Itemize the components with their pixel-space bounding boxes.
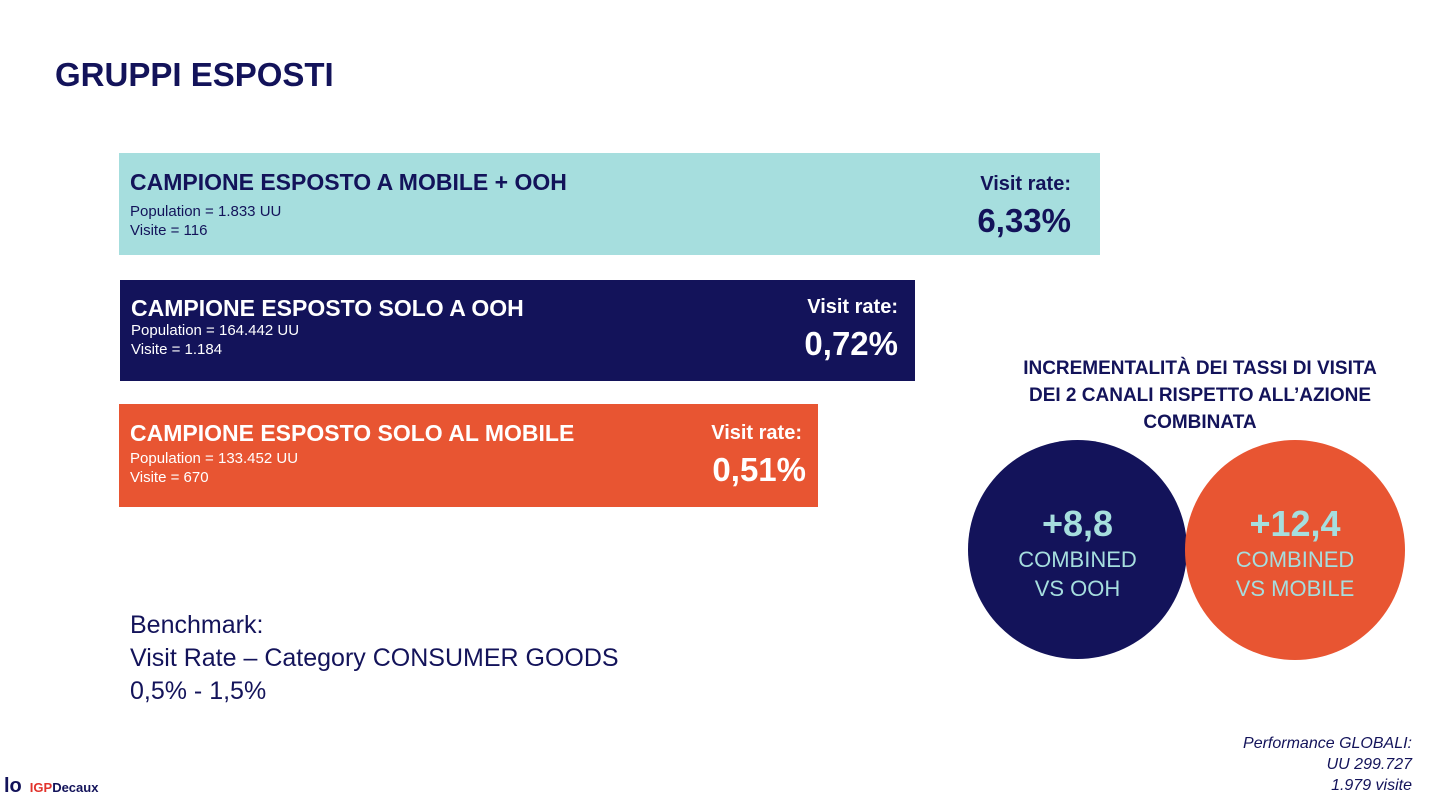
visit-rate-value: 6,33% xyxy=(977,202,1071,239)
page-title: GRUPPI ESPOSTI xyxy=(55,56,334,93)
incrementality-title-line: INCREMENTALITÀ DEI TASSI DI VISITA xyxy=(1023,358,1377,379)
incrementality-label-line: VS OOH xyxy=(1034,576,1121,601)
group-visits: Visite = 1.184 xyxy=(131,341,223,358)
incrementality-label: COMBINED VS MOBILE xyxy=(1185,545,1405,603)
combined-vs-ooh-circle: +8,8 COMBINED VS OOH xyxy=(968,440,1187,659)
benchmark-category: Visit Rate – Category CONSUMER GOODS xyxy=(130,644,619,672)
group-meta: Population = 164.442 UU Visite = 1.184 xyxy=(131,321,299,359)
visit-rate-label: Visit rate: xyxy=(980,173,1071,195)
performance-visits: 1.979 visite xyxy=(1331,777,1412,794)
performance-users: UU 299.727 xyxy=(1326,756,1412,773)
incrementality-value: +12,4 xyxy=(1249,503,1341,544)
benchmark-block: Benchmark: Visit Rate – Category CONSUME… xyxy=(130,609,619,708)
visit-rate-value: 0,51% xyxy=(712,451,806,488)
group-bar-ooh: CAMPIONE ESPOSTO SOLO A OOH Population =… xyxy=(120,280,915,381)
benchmark-heading: Benchmark: xyxy=(130,611,264,639)
visit-rate-label: Visit rate: xyxy=(711,422,802,444)
group-meta: Population = 133.452 UU Visite = 670 xyxy=(130,449,298,487)
global-performance: Performance GLOBALI: UU 299.727 1.979 vi… xyxy=(1243,733,1412,796)
logo-decaux: Decaux xyxy=(52,780,99,795)
visit-rate-value: 0,72% xyxy=(804,325,898,362)
benchmark-range: 0,5% - 1,5% xyxy=(130,677,267,705)
incrementality-label-line: COMBINED xyxy=(1235,547,1355,572)
incrementality-title-line: DEI 2 CANALI RISPETTO ALL’AZIONE xyxy=(1028,385,1372,406)
group-name: CAMPIONE ESPOSTO SOLO AL MOBILE xyxy=(130,420,575,446)
group-bar-mobile: CAMPIONE ESPOSTO SOLO AL MOBILE Populati… xyxy=(119,404,818,507)
logo-igp: IGP xyxy=(29,780,53,795)
group-population: Population = 133.452 UU xyxy=(130,450,299,467)
group-visits: Visite = 116 xyxy=(130,222,208,239)
group-bar-mobile-ooh: CAMPIONE ESPOSTO A MOBILE + OOH Populati… xyxy=(119,153,1100,255)
group-name: CAMPIONE ESPOSTO SOLO A OOH xyxy=(131,295,524,321)
incrementality-label-line: COMBINED xyxy=(1018,547,1137,572)
group-population: Population = 164.442 UU xyxy=(131,322,300,339)
group-population: Population = 1.833 UU xyxy=(130,203,282,220)
incrementality-title: INCREMENTALITÀ DEI TASSI DI VISITA DEI 2… xyxy=(985,355,1415,436)
brand-logo: lo IGPDecaux xyxy=(4,775,98,798)
incrementality-label-line: VS MOBILE xyxy=(1235,576,1355,601)
visit-rate-label: Visit rate: xyxy=(807,296,898,318)
logo-mark-icon: lo xyxy=(4,775,22,797)
group-name: CAMPIONE ESPOSTO A MOBILE + OOH xyxy=(130,169,567,195)
combined-vs-mobile-circle: +12,4 COMBINED VS MOBILE xyxy=(1185,440,1405,660)
performance-heading: Performance GLOBALI: xyxy=(1243,735,1412,752)
incrementality-value: +8,8 xyxy=(1041,503,1114,544)
group-meta: Population = 1.833 UU Visite = 116 xyxy=(130,202,281,240)
incrementality-label: COMBINED VS OOH xyxy=(968,545,1187,603)
group-visits: Visite = 670 xyxy=(130,469,209,486)
incrementality-title-line: COMBINATA xyxy=(1143,412,1257,433)
